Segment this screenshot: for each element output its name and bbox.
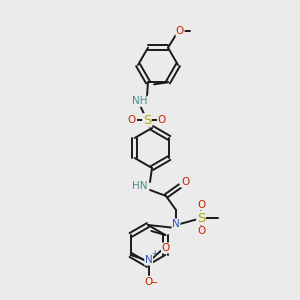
Text: O: O	[158, 115, 166, 125]
Text: +: +	[152, 250, 158, 259]
Text: N: N	[172, 219, 180, 229]
Text: O: O	[181, 177, 189, 187]
Text: O: O	[128, 115, 136, 125]
Text: S: S	[197, 212, 205, 224]
Text: HN: HN	[132, 181, 148, 191]
Text: O: O	[197, 226, 205, 236]
Text: NH: NH	[132, 96, 148, 106]
Text: −: −	[150, 278, 158, 288]
Text: O: O	[162, 243, 170, 253]
Text: O: O	[197, 200, 205, 210]
Text: O: O	[145, 277, 153, 287]
Text: S: S	[143, 114, 151, 127]
Text: O: O	[176, 26, 184, 36]
Text: N: N	[145, 255, 153, 265]
